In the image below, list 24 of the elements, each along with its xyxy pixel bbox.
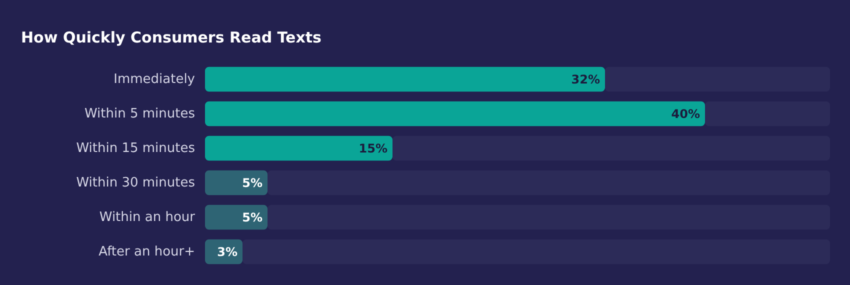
y-tick-label: Within 5 minutes bbox=[84, 106, 196, 122]
bar bbox=[392, 136, 830, 161]
bar bbox=[268, 170, 830, 196]
y-tick-label: Within 30 minutes bbox=[76, 175, 196, 190]
y-tick-label: After an hour+ bbox=[98, 244, 195, 260]
data-label: 40% bbox=[671, 106, 700, 121]
data-label: 15% bbox=[358, 141, 388, 156]
data-label: 32% bbox=[571, 72, 600, 86]
bar bbox=[205, 136, 392, 161]
y-tick-label: Within 15 minutes bbox=[76, 140, 196, 156]
bar bbox=[705, 101, 830, 126]
bar bbox=[205, 101, 705, 126]
bar bbox=[205, 66, 605, 92]
bar bbox=[205, 170, 268, 196]
y-tick-label: Immediately bbox=[114, 72, 196, 87]
bar bbox=[242, 239, 830, 264]
bar bbox=[205, 204, 268, 230]
data-label: 5% bbox=[242, 176, 262, 190]
bar bbox=[605, 66, 830, 92]
data-label: 5% bbox=[242, 210, 262, 224]
bar bbox=[268, 204, 830, 230]
data-label: 3% bbox=[217, 244, 238, 259]
chart-title: How Quickly Consumers Read Texts bbox=[21, 28, 322, 46]
y-tick-label: Within an hour bbox=[99, 210, 196, 225]
